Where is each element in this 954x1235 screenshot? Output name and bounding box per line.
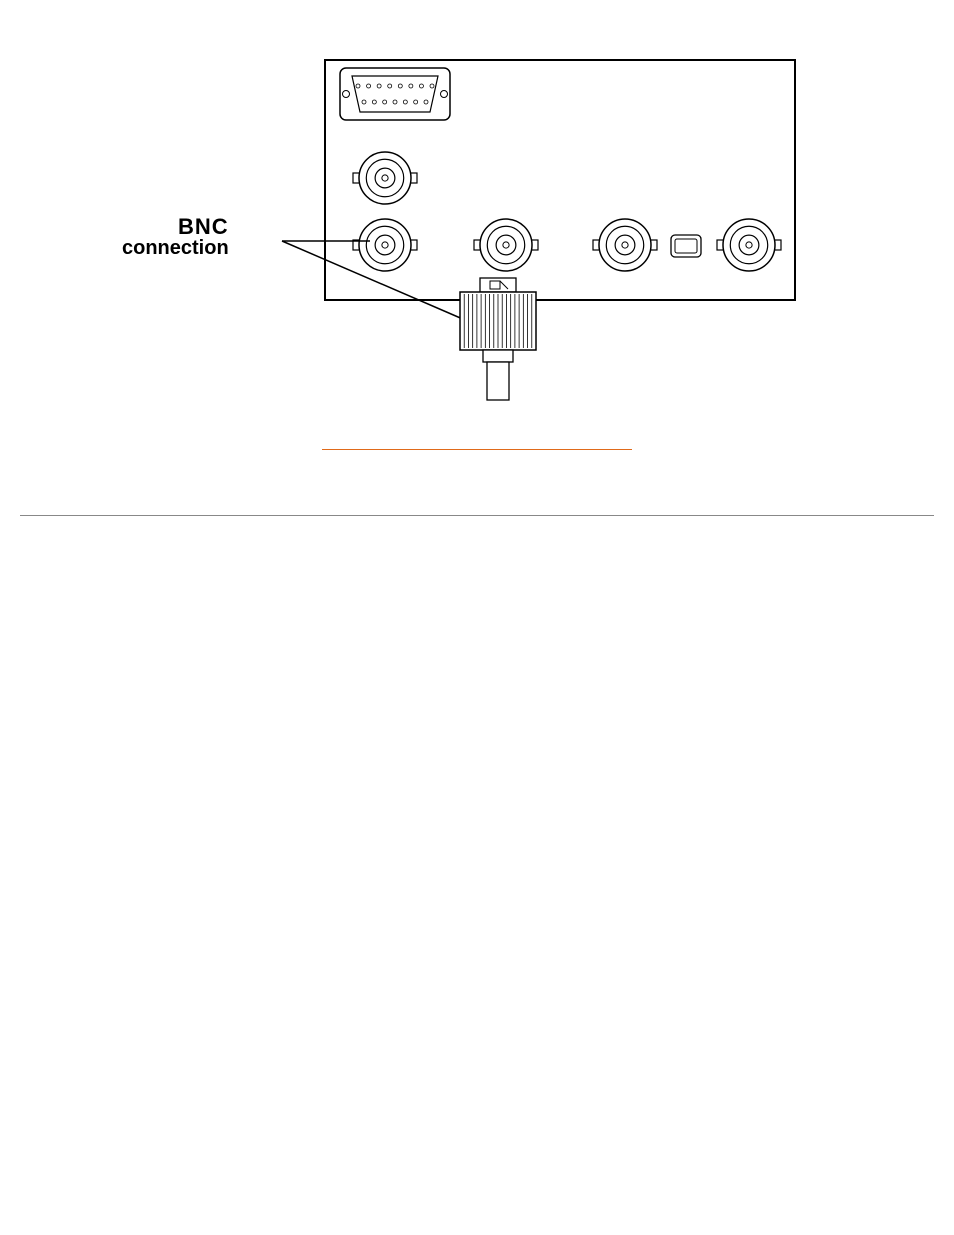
bnc-plug <box>460 278 536 400</box>
section-separator <box>20 515 934 516</box>
panel-svg <box>20 20 954 410</box>
figure-area: BNC connection <box>20 20 934 410</box>
figure-caption <box>20 430 934 455</box>
page: BNC connection <box>0 0 954 1235</box>
caption-link[interactable] <box>322 430 632 450</box>
